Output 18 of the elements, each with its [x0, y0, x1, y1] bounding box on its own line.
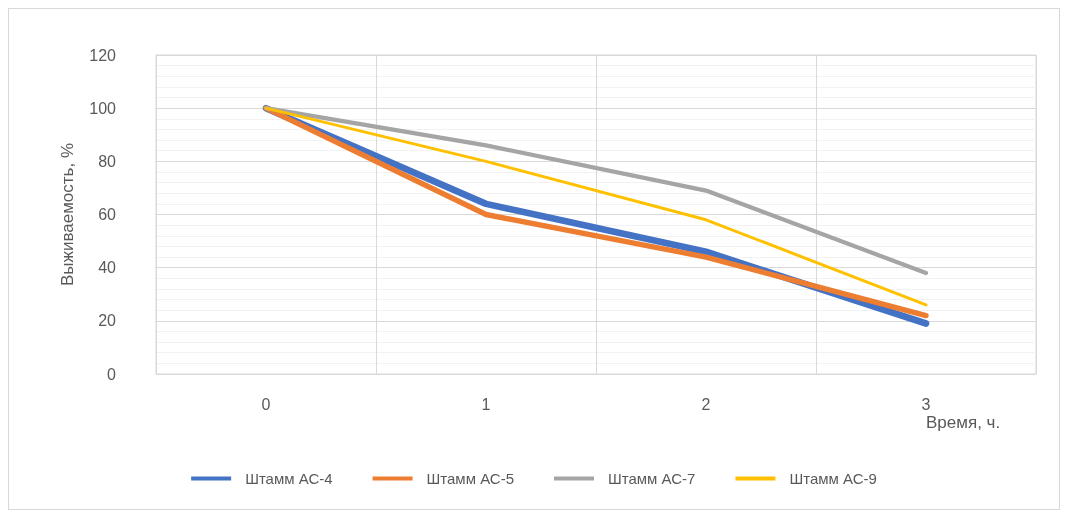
y-axis-title: Выживаемость, %: [58, 142, 77, 287]
legend-label: Штамм АС-4: [245, 470, 333, 487]
y-tick-label: 120: [89, 46, 117, 64]
x-tick-label: 1: [481, 395, 491, 413]
line-series: [263, 106, 929, 276]
x-tick-label: 3: [921, 395, 931, 413]
y-tick-label: 80: [98, 152, 117, 170]
legend-label: Штамм АС-9: [789, 470, 877, 487]
x-axis-title: Время, ч.: [926, 413, 1001, 432]
x-tick-label: 0: [261, 395, 271, 413]
y-tick-label: 60: [98, 206, 117, 223]
legend-label: Штамм АС-7: [608, 470, 696, 487]
y-tick-label: 20: [98, 312, 117, 330]
y-tick-label: 0: [107, 365, 117, 383]
y-tick-label: 100: [89, 99, 117, 117]
legend-label: Штамм АС-5: [426, 470, 515, 487]
x-tick-label: 2: [701, 395, 711, 413]
y-tick-label: 40: [98, 259, 117, 277]
